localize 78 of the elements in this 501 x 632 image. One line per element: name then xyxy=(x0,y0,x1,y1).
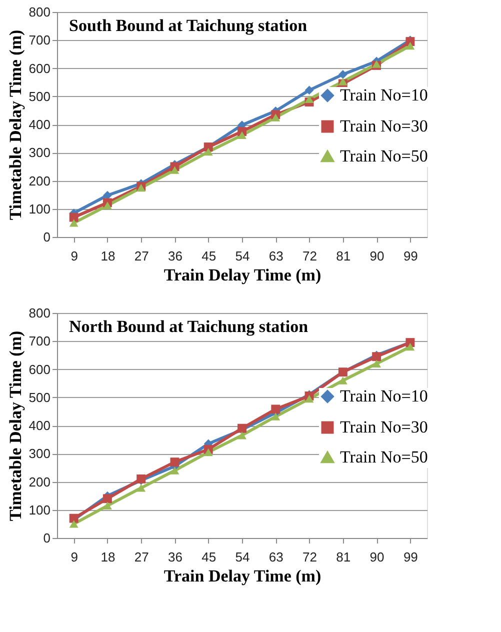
x-tick-label: 72 xyxy=(302,550,318,564)
x-tick-label: 27 xyxy=(134,248,149,264)
y-tick-label: 100 xyxy=(28,201,50,216)
point xyxy=(372,360,382,368)
point xyxy=(69,219,78,227)
y-tick-label: 700 xyxy=(28,334,50,349)
x-tick-label: 99 xyxy=(403,550,418,564)
y-tick-label: 500 xyxy=(28,390,50,405)
x-tick-label: 54 xyxy=(235,248,250,264)
point xyxy=(238,431,246,440)
x-axis-title: Train Delay Time (m) xyxy=(164,266,322,284)
point xyxy=(69,520,78,528)
x-tick-label: 18 xyxy=(100,248,116,264)
point xyxy=(170,166,180,174)
y-tick-label: 300 xyxy=(28,446,50,462)
y-tick-label: 300 xyxy=(28,145,50,160)
y-tick-label: 700 xyxy=(28,32,50,48)
x-tick-label: 63 xyxy=(268,248,284,264)
x-tick-label: 54 xyxy=(235,550,250,564)
legend-label: Train No=30 xyxy=(340,116,428,136)
point xyxy=(204,148,213,156)
point xyxy=(69,212,78,222)
point xyxy=(304,86,314,95)
legend-label: Train No=30 xyxy=(340,418,428,436)
point xyxy=(238,131,246,140)
legend-label: Train No=50 xyxy=(340,146,428,166)
point xyxy=(102,202,112,210)
x-tick-label: 81 xyxy=(336,248,351,264)
y-tick-label: 600 xyxy=(28,60,50,76)
point xyxy=(102,502,112,510)
y-tick-label: 800 xyxy=(28,306,50,320)
x-tick-label: 18 xyxy=(100,550,116,564)
y-axis-title: Timetable Delay Time (m) xyxy=(6,30,25,220)
y-tick-label: 0 xyxy=(43,530,50,546)
point xyxy=(102,494,112,504)
x-tick-label: 27 xyxy=(134,550,149,564)
x-tick-label: 45 xyxy=(202,550,216,564)
x-tick-label: 81 xyxy=(336,550,351,564)
point xyxy=(406,42,415,50)
point xyxy=(338,376,348,384)
legend-label: Train No=10 xyxy=(340,86,428,104)
y-tick-label: 200 xyxy=(28,474,50,490)
y-tick-label: 400 xyxy=(28,117,50,132)
point xyxy=(204,448,213,456)
point xyxy=(271,412,280,420)
x-tick-label: 36 xyxy=(168,248,182,264)
x-axis-title: Train Delay Time (m) xyxy=(164,566,322,586)
point xyxy=(406,342,415,351)
y-axis-title: Timetable Delay Time (m) xyxy=(6,330,25,522)
point xyxy=(304,394,314,403)
point xyxy=(338,70,348,79)
chart-title: North Bound at Taichung station xyxy=(69,317,309,336)
legend-label: Train No=50 xyxy=(340,448,428,466)
x-tick-label: 9 xyxy=(70,550,78,564)
x-tick-label: 36 xyxy=(168,550,182,564)
chart-title: South Bound at Taichung station xyxy=(69,16,308,35)
x-tick-label: 90 xyxy=(370,248,384,264)
point xyxy=(136,484,146,492)
legend-label: Train No=10 xyxy=(340,386,428,406)
x-tick-label: 72 xyxy=(302,248,318,264)
point xyxy=(271,404,280,414)
x-tick-label: 90 xyxy=(370,550,384,564)
x-tick-label: 99 xyxy=(403,248,418,264)
point xyxy=(271,114,280,122)
y-tick-label: 600 xyxy=(28,362,50,377)
point xyxy=(304,95,314,104)
y-tick-label: 400 xyxy=(28,418,50,433)
y-tick-label: 500 xyxy=(28,88,50,104)
y-tick-label: 800 xyxy=(28,4,50,20)
point xyxy=(338,78,348,86)
y-tick-label: 0 xyxy=(43,230,50,244)
x-tick-label: 45 xyxy=(202,248,216,264)
y-tick-label: 100 xyxy=(28,502,50,518)
x-tick-label: 63 xyxy=(268,550,284,564)
y-tick-label: 200 xyxy=(28,173,50,188)
point xyxy=(170,458,180,467)
point xyxy=(170,466,180,474)
x-tick-label: 9 xyxy=(70,248,78,264)
